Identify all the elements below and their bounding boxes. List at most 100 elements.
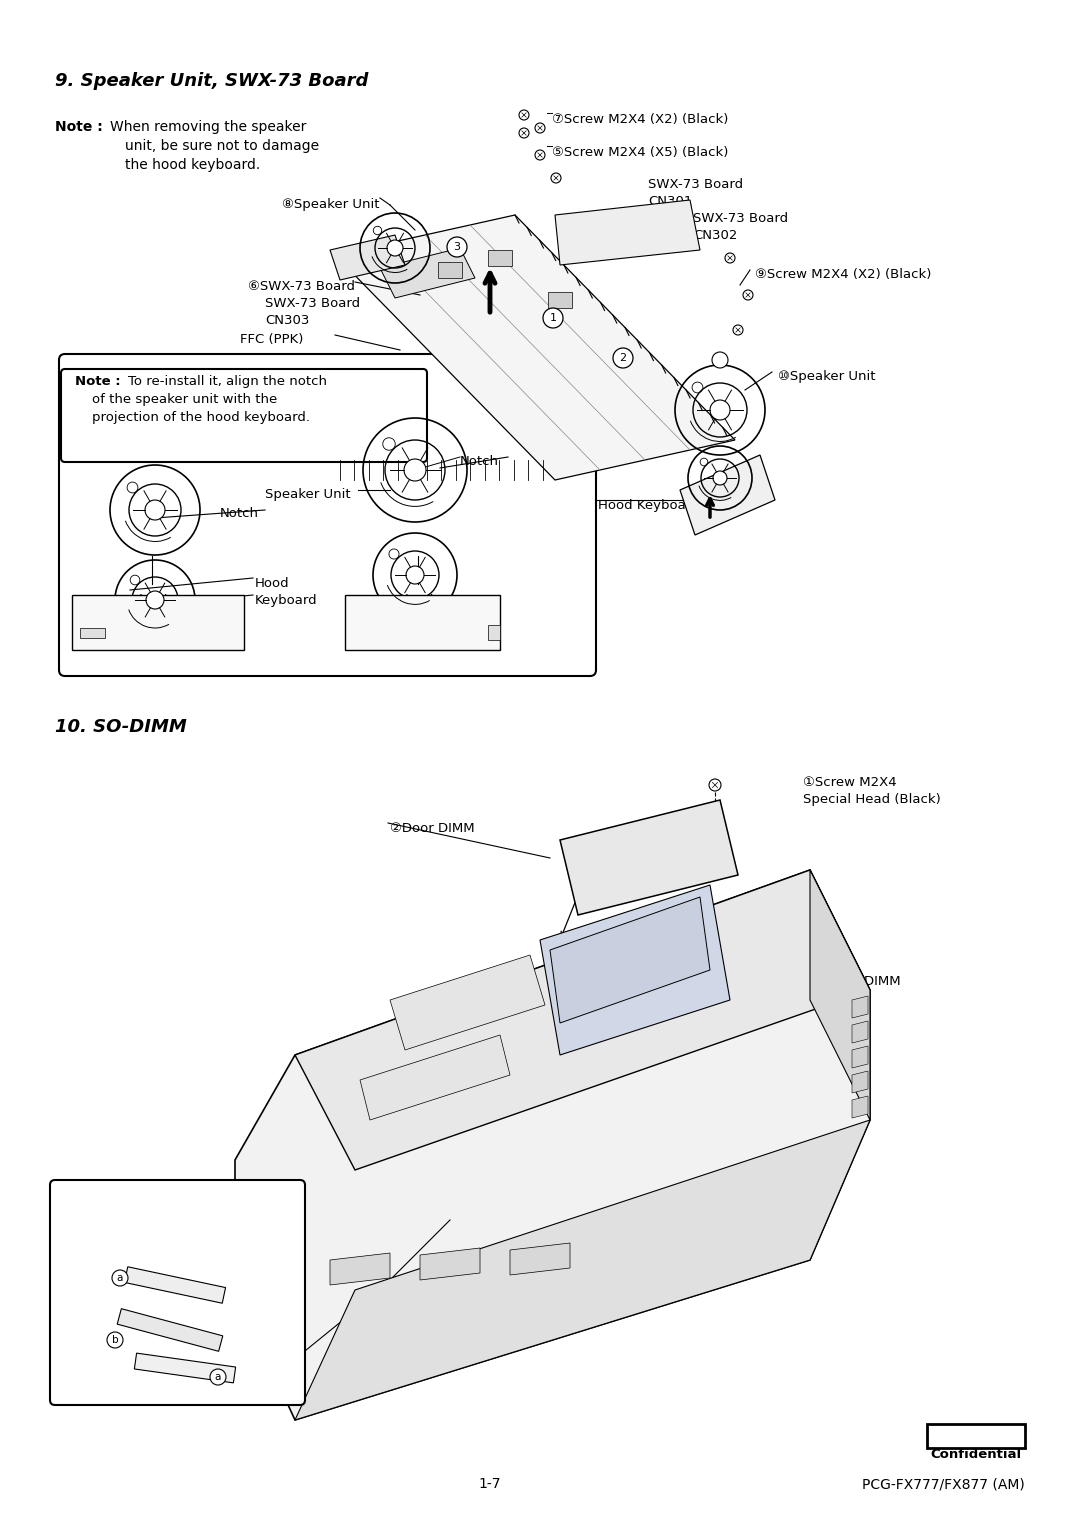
Polygon shape bbox=[852, 1071, 868, 1093]
Text: 1-7: 1-7 bbox=[478, 1477, 501, 1491]
Polygon shape bbox=[235, 870, 870, 1421]
Text: Confidential: Confidential bbox=[931, 1448, 1022, 1460]
Bar bbox=[72, 595, 244, 650]
Text: a: a bbox=[117, 1273, 123, 1283]
Text: Note :: Note : bbox=[75, 375, 121, 388]
Circle shape bbox=[107, 1332, 123, 1347]
Polygon shape bbox=[380, 249, 475, 298]
Circle shape bbox=[733, 325, 743, 336]
Polygon shape bbox=[124, 1267, 226, 1303]
Bar bbox=[80, 629, 105, 638]
Circle shape bbox=[535, 124, 545, 133]
Text: ①Screw M2X4: ①Screw M2X4 bbox=[804, 777, 896, 789]
Text: 2: 2 bbox=[620, 353, 626, 363]
Polygon shape bbox=[561, 800, 738, 916]
Text: Special Head (Black): Special Head (Black) bbox=[804, 794, 941, 806]
Bar bbox=[488, 250, 512, 266]
Text: Note :: Note : bbox=[55, 121, 103, 134]
Polygon shape bbox=[852, 996, 868, 1018]
Text: To re-install it, align the notch: To re-install it, align the notch bbox=[129, 375, 327, 388]
Circle shape bbox=[713, 472, 727, 485]
Polygon shape bbox=[134, 1354, 235, 1383]
Text: 1: 1 bbox=[550, 313, 556, 324]
Polygon shape bbox=[420, 1248, 480, 1280]
Text: a: a bbox=[215, 1372, 221, 1383]
Circle shape bbox=[146, 591, 164, 609]
Text: ⑤Screw M2X4 (X5) (Black): ⑤Screw M2X4 (X5) (Black) bbox=[552, 146, 728, 159]
Polygon shape bbox=[852, 1021, 868, 1042]
FancyBboxPatch shape bbox=[50, 1180, 305, 1405]
Text: Projection: Projection bbox=[119, 594, 185, 607]
Polygon shape bbox=[295, 1120, 870, 1421]
Text: Hood Keyboard: Hood Keyboard bbox=[598, 499, 700, 513]
Polygon shape bbox=[555, 200, 700, 266]
Text: Keyboard: Keyboard bbox=[255, 594, 318, 607]
Text: 9. Speaker Unit, SWX-73 Board: 9. Speaker Unit, SWX-73 Board bbox=[55, 72, 368, 90]
Polygon shape bbox=[118, 1309, 222, 1352]
Text: projection of the hood keyboard.: projection of the hood keyboard. bbox=[92, 410, 310, 424]
Text: ⑨Screw M2X4 (X2) (Black): ⑨Screw M2X4 (X2) (Black) bbox=[755, 269, 931, 281]
FancyBboxPatch shape bbox=[59, 354, 596, 676]
Circle shape bbox=[145, 501, 165, 520]
Text: SWX-73 Board: SWX-73 Board bbox=[693, 212, 788, 224]
Text: b: b bbox=[111, 1335, 119, 1344]
Bar bbox=[438, 262, 462, 278]
Polygon shape bbox=[330, 1253, 390, 1285]
Circle shape bbox=[613, 348, 633, 368]
Bar bbox=[927, 1424, 1025, 1448]
Polygon shape bbox=[390, 955, 545, 1050]
Text: ⑧Speaker Unit: ⑧Speaker Unit bbox=[282, 198, 379, 211]
Polygon shape bbox=[810, 870, 870, 1120]
Text: CN303: CN303 bbox=[265, 314, 309, 327]
Circle shape bbox=[535, 150, 545, 160]
Text: Speaker Unit: Speaker Unit bbox=[265, 488, 351, 501]
Bar bbox=[345, 595, 500, 650]
Circle shape bbox=[387, 240, 403, 256]
Polygon shape bbox=[540, 885, 730, 1054]
Text: FFC (PPK): FFC (PPK) bbox=[240, 333, 303, 346]
Text: Notch: Notch bbox=[220, 507, 259, 520]
Text: ②Door DIMM: ②Door DIMM bbox=[390, 823, 474, 835]
Circle shape bbox=[710, 400, 730, 420]
Polygon shape bbox=[550, 897, 710, 1022]
Circle shape bbox=[712, 353, 728, 368]
Text: SWX-73 Board: SWX-73 Board bbox=[265, 298, 360, 310]
Polygon shape bbox=[852, 1096, 868, 1119]
Circle shape bbox=[404, 459, 426, 481]
Circle shape bbox=[112, 1270, 129, 1286]
Text: SO-DIMM: SO-DIMM bbox=[840, 975, 901, 987]
Bar bbox=[548, 291, 572, 308]
Circle shape bbox=[519, 110, 529, 121]
Text: SWX-73 Board: SWX-73 Board bbox=[648, 179, 743, 191]
Circle shape bbox=[519, 128, 529, 137]
Text: unit, be sure not to damage: unit, be sure not to damage bbox=[125, 139, 319, 153]
Circle shape bbox=[708, 778, 721, 790]
Text: Notch: Notch bbox=[460, 455, 499, 468]
Text: CN302: CN302 bbox=[693, 229, 738, 243]
FancyBboxPatch shape bbox=[60, 369, 427, 462]
Circle shape bbox=[447, 237, 467, 256]
Circle shape bbox=[406, 566, 424, 584]
Text: 3: 3 bbox=[454, 243, 460, 252]
Text: When removing the speaker: When removing the speaker bbox=[110, 121, 307, 134]
Text: PCG-FX777/FX877 (AM): PCG-FX777/FX877 (AM) bbox=[862, 1477, 1025, 1491]
Circle shape bbox=[725, 253, 735, 262]
Text: of the speaker unit with the: of the speaker unit with the bbox=[92, 394, 278, 406]
Text: Hood: Hood bbox=[255, 577, 289, 591]
Text: ⑩Speaker Unit: ⑩Speaker Unit bbox=[778, 369, 876, 383]
Text: ⑦Screw M2X4 (X2) (Black): ⑦Screw M2X4 (X2) (Black) bbox=[552, 113, 728, 127]
Polygon shape bbox=[330, 235, 405, 279]
Circle shape bbox=[551, 172, 561, 183]
Text: the hood keyboard.: the hood keyboard. bbox=[125, 159, 260, 172]
Polygon shape bbox=[295, 870, 870, 1170]
Polygon shape bbox=[510, 1244, 570, 1276]
Text: ⓐ → ⓑ: ⓐ → ⓑ bbox=[87, 1228, 129, 1244]
Text: ⑥SWX-73 Board: ⑥SWX-73 Board bbox=[248, 279, 355, 293]
Polygon shape bbox=[488, 626, 500, 639]
Circle shape bbox=[743, 290, 753, 301]
Polygon shape bbox=[852, 1045, 868, 1068]
Polygon shape bbox=[335, 215, 735, 481]
Polygon shape bbox=[680, 455, 775, 536]
Text: Projection: Projection bbox=[384, 594, 451, 607]
Circle shape bbox=[543, 308, 563, 328]
